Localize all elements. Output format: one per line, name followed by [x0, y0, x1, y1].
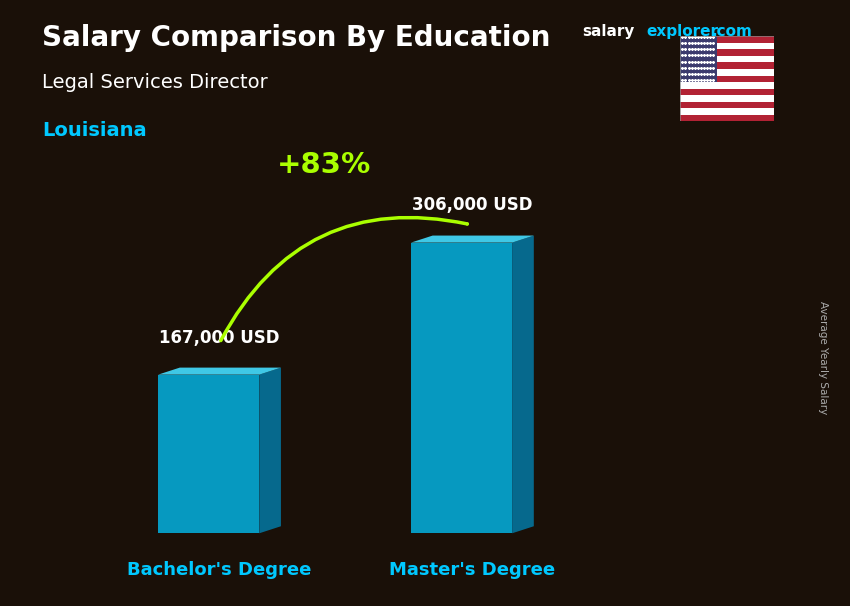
Polygon shape: [158, 368, 281, 375]
Bar: [680, 82, 774, 88]
Polygon shape: [259, 368, 281, 533]
Text: salary: salary: [582, 24, 635, 39]
Bar: [680, 69, 774, 76]
Text: 167,000 USD: 167,000 USD: [159, 328, 280, 347]
Text: Legal Services Director: Legal Services Director: [42, 73, 269, 92]
Bar: [680, 36, 717, 82]
Polygon shape: [411, 236, 534, 242]
Polygon shape: [158, 375, 259, 533]
Bar: [680, 95, 774, 102]
Text: explorer: explorer: [647, 24, 719, 39]
Bar: [680, 115, 774, 121]
Text: Average Yearly Salary: Average Yearly Salary: [818, 301, 828, 414]
Bar: [680, 36, 774, 43]
Bar: [680, 88, 774, 95]
Text: .com: .com: [711, 24, 752, 39]
Text: Louisiana: Louisiana: [42, 121, 147, 140]
Bar: [680, 56, 774, 62]
Bar: [680, 102, 774, 108]
Text: Salary Comparison By Education: Salary Comparison By Education: [42, 24, 551, 52]
Bar: [680, 76, 774, 82]
Bar: [680, 43, 774, 50]
Text: Bachelor's Degree: Bachelor's Degree: [128, 561, 312, 579]
Text: 306,000 USD: 306,000 USD: [412, 196, 533, 215]
Polygon shape: [411, 242, 512, 533]
Bar: [680, 62, 774, 69]
Bar: [680, 108, 774, 115]
Text: +83%: +83%: [277, 152, 371, 179]
FancyArrowPatch shape: [221, 218, 468, 341]
Text: Master's Degree: Master's Degree: [389, 561, 555, 579]
Bar: [680, 50, 774, 56]
Polygon shape: [512, 236, 534, 533]
